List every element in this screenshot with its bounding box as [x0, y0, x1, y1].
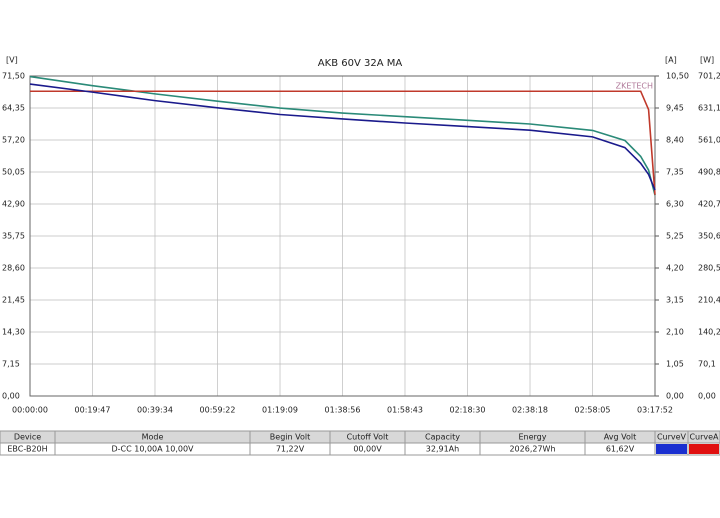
y-tick-label: 21,45 — [2, 296, 25, 305]
y3-tick-label: 561,0 — [698, 135, 720, 144]
series-line — [30, 90, 656, 195]
table-cell: 2026,27Wh — [509, 445, 555, 454]
y3-tick-label: 350,6 — [698, 232, 720, 241]
x-tick-label: 01:19:09 — [262, 406, 298, 415]
table-cell: EBC-B20H — [7, 445, 47, 454]
y2-tick-label: 7,35 — [666, 168, 684, 177]
table-cell: D-CC 10,00A 10,00V — [111, 445, 194, 454]
x-tick-label: 01:38:56 — [325, 406, 361, 415]
x-tick-label: 03:17:52 — [637, 406, 673, 415]
table-header: Mode — [142, 433, 164, 442]
curve-swatch — [656, 444, 687, 454]
y3-tick-label: 70,1 — [698, 360, 716, 369]
table-header: CurveV — [657, 433, 687, 442]
table-header: Device — [14, 433, 41, 442]
table-header: Cutoff Volt — [347, 433, 389, 442]
table-header: Capacity — [425, 433, 460, 442]
y2-tick-label: 0,00 — [666, 392, 684, 401]
table-cell: 32,91Ah — [426, 445, 459, 454]
curve-swatch — [689, 444, 719, 454]
y-tick-label: 0,00 — [2, 392, 20, 401]
y2-tick-label: 10,50 — [666, 72, 689, 81]
y3-tick-label: 420,7 — [698, 200, 720, 209]
y-tick-label: 64,35 — [2, 104, 25, 113]
table-header: CurveA — [689, 433, 719, 442]
watermark: ZKETECH — [616, 82, 653, 91]
x-tick-label: 02:38:18 — [512, 406, 548, 415]
y3-tick-label: 490,8 — [698, 168, 720, 177]
series-line — [29, 75, 656, 196]
x-tick-label: 00:19:47 — [75, 406, 111, 415]
y-tick-label: 71,50 — [2, 72, 25, 81]
x-tick-label: 01:58:43 — [387, 406, 423, 415]
y2-tick-label: 1,05 — [666, 360, 684, 369]
y2-tick-label: 8,40 — [666, 136, 684, 145]
x-tick-label: 00:59:22 — [200, 406, 236, 415]
x-tick-label: 02:18:30 — [450, 406, 486, 415]
table-cell: 71,22V — [276, 445, 305, 454]
table-header: Energy — [518, 433, 546, 442]
y3-tick-label: 280,5 — [698, 263, 720, 272]
y-tick-label: 7,15 — [2, 360, 20, 369]
y3-tick-label: 631,1 — [698, 103, 720, 112]
y-tick-label: 50,05 — [2, 168, 25, 177]
x-tick-label: 00:00:00 — [12, 406, 48, 415]
y2-tick-label: 9,45 — [666, 104, 684, 113]
y-tick-label: 57,20 — [2, 136, 25, 145]
y3-tick-label: 0,00 — [698, 392, 716, 401]
table-cell: 61,62V — [606, 445, 635, 454]
y-unit: [V] — [6, 56, 18, 65]
table-cell: 00,00V — [353, 445, 382, 454]
y-tick-label: 14,30 — [2, 328, 25, 337]
y2-tick-label: 6,30 — [666, 200, 684, 209]
y3-tick-label: 701,2 — [698, 72, 720, 81]
y2-tick-label: 2,10 — [666, 328, 684, 337]
table-row-bg — [0, 442, 720, 456]
y2-unit: [A] — [665, 56, 677, 65]
y3-tick-label: 210,4 — [698, 295, 720, 304]
y-tick-label: 42,90 — [2, 200, 25, 209]
y-tick-label: 28,60 — [2, 264, 25, 273]
y2-tick-label: 3,15 — [666, 296, 684, 305]
table-header: Avg Volt — [604, 433, 636, 442]
chart-title: AKB 60V 32A MA — [318, 58, 403, 69]
y3-unit: [W] — [700, 56, 714, 65]
plot-border — [29, 75, 656, 397]
y-tick-label: 35,75 — [2, 232, 25, 241]
x-tick-label: 02:58:05 — [575, 406, 611, 415]
series-line — [29, 83, 656, 191]
x-tick-label: 00:39:34 — [137, 406, 173, 415]
y2-tick-label: 4,20 — [666, 264, 684, 273]
table-header: Begin Volt — [270, 433, 310, 442]
y3-tick-label: 140,2 — [698, 328, 720, 337]
y2-tick-label: 5,25 — [666, 232, 684, 241]
